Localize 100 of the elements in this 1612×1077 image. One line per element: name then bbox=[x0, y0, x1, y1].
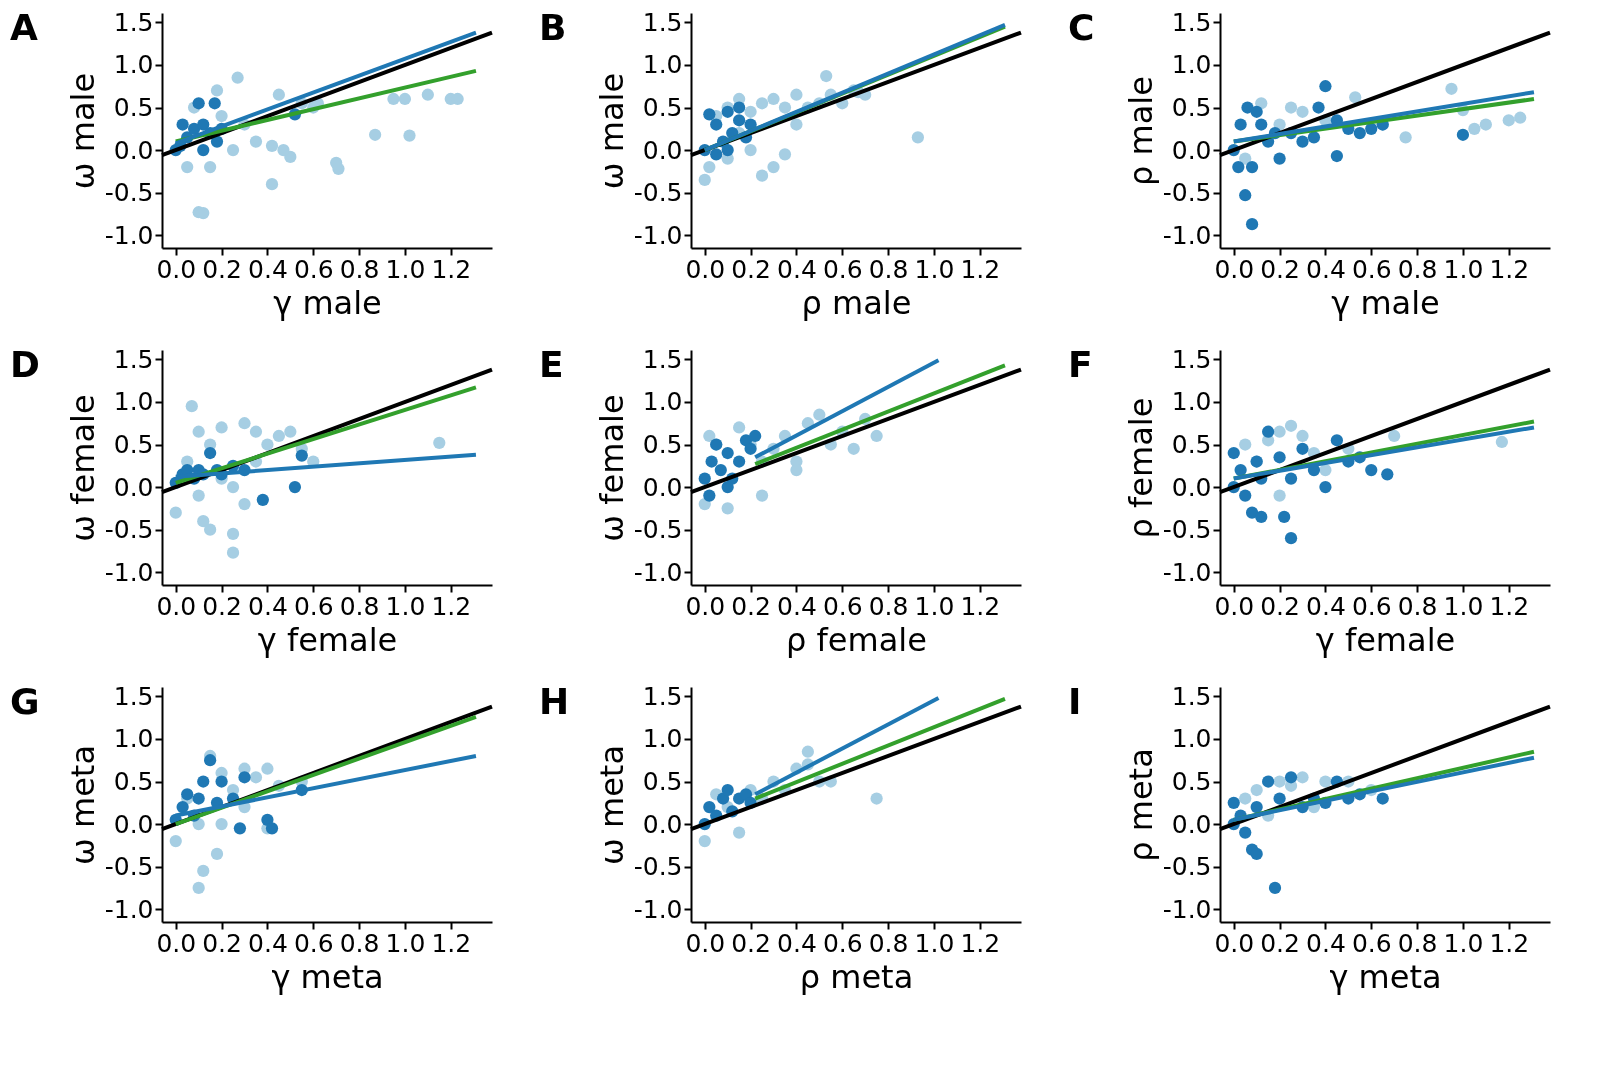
y-tick-label: 0.0 bbox=[642, 472, 683, 502]
x-tick-label: 1.2 bbox=[431, 591, 472, 621]
x-tick-label: 0.2 bbox=[202, 254, 242, 284]
x-axis-title: ρ male bbox=[801, 283, 912, 322]
y-tick-label: -0.5 bbox=[104, 178, 154, 208]
y-tick-label: 0.5 bbox=[642, 767, 683, 797]
y-tick-label: -0.5 bbox=[1162, 178, 1212, 208]
y-tick-label: 1.0 bbox=[113, 387, 154, 417]
x-tick-label: 1.0 bbox=[385, 928, 426, 958]
y-tick-label: -1.0 bbox=[104, 894, 154, 924]
y-tick-label: 1.0 bbox=[1171, 387, 1212, 417]
x-tick-label: 0.4 bbox=[1306, 928, 1346, 958]
x-tick-label: 0.4 bbox=[248, 928, 288, 958]
x-tick-label: 0.6 bbox=[822, 591, 863, 621]
x-axis-title: γ male bbox=[1331, 283, 1440, 322]
y-tick-label: -0.5 bbox=[1162, 515, 1212, 545]
y-tick-label: -0.5 bbox=[633, 178, 683, 208]
chart-title: H bbox=[539, 681, 570, 723]
x-tick-label: 1.2 bbox=[1489, 591, 1530, 621]
x-tick-label: 1.0 bbox=[1443, 254, 1484, 284]
y-tick-label: 1.5 bbox=[1171, 681, 1212, 711]
x-tick-label: 0.6 bbox=[822, 254, 863, 284]
y-tick-label: 0.5 bbox=[1171, 430, 1212, 460]
y-tick-label: -0.5 bbox=[104, 852, 154, 882]
y-tick-label: 1.0 bbox=[113, 724, 154, 754]
x-tick-label: 0.6 bbox=[293, 591, 334, 621]
x-axis-title: γ male bbox=[273, 283, 382, 322]
x-tick-label: 0.8 bbox=[1397, 928, 1438, 958]
x-tick-label: 1.0 bbox=[1443, 591, 1484, 621]
y-tick-label: 1.5 bbox=[1171, 7, 1212, 37]
x-tick-label: 0.6 bbox=[822, 928, 863, 958]
y-tick-label: 0.0 bbox=[113, 135, 154, 165]
x-tick-label: 0.2 bbox=[731, 928, 771, 958]
x-tick-label: 0.2 bbox=[731, 591, 771, 621]
x-axis-title: γ meta bbox=[1329, 957, 1442, 996]
y-tick-label: 1.5 bbox=[642, 344, 683, 374]
x-tick-label: 0.8 bbox=[339, 591, 380, 621]
x-axis-title: ρ meta bbox=[799, 957, 914, 996]
y-axis-title: ω female bbox=[63, 394, 102, 542]
chart-title: A bbox=[10, 7, 38, 49]
y-tick-label: -0.5 bbox=[633, 515, 683, 545]
x-tick-label: 1.2 bbox=[1489, 254, 1530, 284]
y-tick-label: 0.5 bbox=[1171, 93, 1212, 123]
y-tick-label: -1.0 bbox=[1162, 220, 1212, 250]
y-tick-label: -0.5 bbox=[1162, 852, 1212, 882]
x-tick-label: 0.0 bbox=[1214, 591, 1255, 621]
chart-title: I bbox=[1068, 681, 1082, 723]
y-tick-label: 0.0 bbox=[642, 809, 683, 839]
x-tick-label: 1.2 bbox=[960, 254, 1001, 284]
chart-title: B bbox=[539, 7, 567, 49]
x-tick-label: 0.0 bbox=[1214, 928, 1255, 958]
x-tick-label: 0.8 bbox=[868, 591, 909, 621]
y-tick-label: -1.0 bbox=[1162, 894, 1212, 924]
chart-title: D bbox=[10, 344, 40, 386]
y-tick-label: 1.5 bbox=[642, 681, 683, 711]
x-tick-label: 0.0 bbox=[156, 591, 197, 621]
x-tick-label: 0.0 bbox=[1214, 254, 1255, 284]
x-tick-label: 0.4 bbox=[1306, 254, 1346, 284]
x-tick-label: 0.0 bbox=[156, 928, 197, 958]
y-axis-title: ρ female bbox=[1121, 397, 1160, 539]
x-tick-label: 0.4 bbox=[248, 591, 288, 621]
x-axis-title: ρ female bbox=[786, 620, 927, 659]
y-tick-label: 0.0 bbox=[1171, 809, 1212, 839]
y-tick-label: 0.5 bbox=[642, 430, 683, 460]
y-tick-label: 1.0 bbox=[113, 50, 154, 80]
x-tick-label: 0.8 bbox=[339, 254, 380, 284]
x-tick-label: 0.2 bbox=[202, 928, 242, 958]
x-tick-label: 0.8 bbox=[868, 254, 909, 284]
x-tick-label: 0.2 bbox=[1260, 928, 1300, 958]
y-axis-title: ρ male bbox=[1121, 76, 1160, 186]
x-tick-label: 1.0 bbox=[385, 254, 426, 284]
x-tick-label: 0.4 bbox=[777, 591, 817, 621]
y-tick-label: -1.0 bbox=[1162, 557, 1212, 587]
y-tick-label: 1.5 bbox=[113, 344, 154, 374]
x-tick-label: 0.8 bbox=[1397, 591, 1438, 621]
x-tick-label: 1.0 bbox=[1443, 928, 1484, 958]
y-tick-label: 1.0 bbox=[1171, 724, 1212, 754]
y-tick-label: 0.5 bbox=[113, 430, 154, 460]
x-tick-label: 0.2 bbox=[1260, 591, 1300, 621]
x-tick-label: 0.0 bbox=[685, 928, 726, 958]
chart-title: E bbox=[539, 344, 564, 386]
x-tick-label: 0.6 bbox=[293, 928, 334, 958]
x-tick-label: 1.2 bbox=[1489, 928, 1530, 958]
chart-title: F bbox=[1068, 344, 1093, 386]
y-tick-label: 0.5 bbox=[113, 93, 154, 123]
y-tick-label: 1.0 bbox=[642, 724, 683, 754]
x-tick-label: 0.0 bbox=[156, 254, 197, 284]
x-tick-label: 0.4 bbox=[777, 928, 817, 958]
y-axis-title: ω male bbox=[592, 72, 631, 190]
y-tick-label: 1.0 bbox=[1171, 50, 1212, 80]
y-tick-label: -0.5 bbox=[104, 515, 154, 545]
y-tick-label: 0.0 bbox=[113, 809, 154, 839]
x-tick-label: 0.0 bbox=[685, 254, 726, 284]
x-axis-title: γ female bbox=[257, 620, 398, 659]
x-axis-title: γ female bbox=[1315, 620, 1456, 659]
x-tick-label: 0.4 bbox=[248, 254, 288, 284]
x-tick-label: 0.6 bbox=[1351, 928, 1392, 958]
y-tick-label: 0.0 bbox=[642, 135, 683, 165]
y-tick-label: 1.0 bbox=[642, 50, 683, 80]
x-tick-label: 1.0 bbox=[914, 591, 955, 621]
